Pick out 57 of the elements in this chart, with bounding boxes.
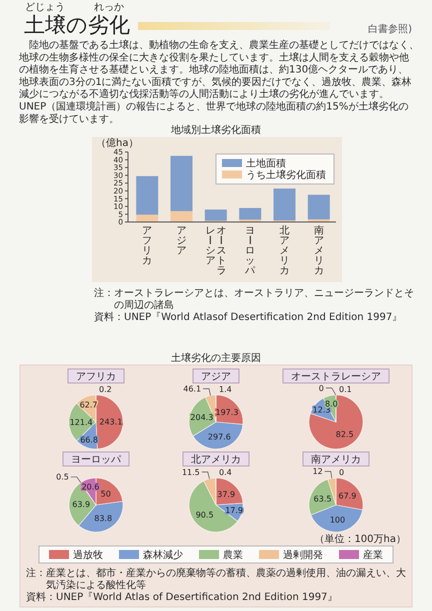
legend-label: 産業 bbox=[363, 549, 383, 561]
x-tick-label: アジア bbox=[176, 226, 186, 257]
data-label: 63.5 bbox=[314, 494, 332, 504]
y-axis-title: （億ha） bbox=[96, 137, 138, 149]
data-label: 297.6 bbox=[208, 432, 231, 442]
data-label: 82.5 bbox=[336, 430, 354, 439]
chart-title: 北アメリカ bbox=[191, 454, 241, 466]
data-label: 243.1 bbox=[99, 417, 122, 426]
text: （単位：100万ha） bbox=[314, 533, 406, 545]
legend-label: 過剰開発 bbox=[283, 549, 323, 561]
x-tick-label: 南アメリカ bbox=[314, 224, 324, 277]
text: 白書参照) bbox=[368, 23, 412, 35]
data-label: 67.9 bbox=[338, 491, 356, 500]
text: 土壌劣化の主要原因 bbox=[171, 352, 261, 364]
legend-label: 過放牧 bbox=[73, 550, 103, 561]
text: 資料：UNEP『World Atlasof Desertification 2nd Edition 1997』 bbox=[94, 311, 402, 323]
text: 資料：UNEP『World Atlas of Desertification 2nd Edition 1997』 bbox=[26, 591, 338, 603]
chart-title: オーストラレーシア bbox=[291, 372, 381, 382]
data-label: 62.7 bbox=[80, 400, 98, 410]
data-label: 0.5 bbox=[56, 472, 69, 482]
legend-label: うち土壌劣化面積 bbox=[246, 169, 326, 181]
text: 注：産業とは、都市・産業からの廃棄物等の蓄積、農薬の過剰使用、油の漏えい、大気汚染による酸性化等 bbox=[26, 567, 406, 591]
x-tick-label: オーストラレーシア bbox=[204, 226, 226, 277]
text: 0 bbox=[318, 384, 324, 393]
legend-label: 森林減少 bbox=[143, 549, 183, 561]
data-label: 121.4 bbox=[70, 418, 93, 427]
legend-label: 農業 bbox=[223, 549, 243, 561]
data-label: 204.3 bbox=[190, 413, 214, 422]
x-tick-label: アフリカ bbox=[142, 226, 152, 267]
data-label: 100 bbox=[330, 516, 346, 525]
data-label: 0.1 bbox=[339, 385, 352, 394]
text: 注：オーストラレーシアとは、オーストラリア、ニュージーランドとその周辺の諸島 bbox=[94, 287, 414, 311]
text: 土壌の劣化 bbox=[24, 13, 130, 37]
data-label: 63.9 bbox=[72, 500, 90, 510]
data-label: 0.2 bbox=[99, 385, 112, 394]
chart-title: アフリカ bbox=[76, 372, 116, 382]
data-label: 1.4 bbox=[219, 385, 232, 394]
data-label: 90.5 bbox=[196, 510, 214, 520]
data-label: 12 bbox=[312, 467, 323, 476]
chart-title: ヨーロッパ bbox=[71, 454, 122, 466]
chart-title: アジア bbox=[201, 372, 231, 382]
data-label: 37.9 bbox=[217, 490, 236, 499]
chart-title: 地域別土壌劣化面積 bbox=[170, 124, 261, 136]
text: れっか bbox=[94, 2, 124, 13]
data-label: 0.4 bbox=[219, 468, 232, 477]
data-label: 46.1 bbox=[183, 384, 202, 394]
data-label: 83.8 bbox=[94, 514, 112, 523]
text: 0 bbox=[339, 468, 344, 477]
data-label: 17.9 bbox=[225, 506, 244, 516]
data-label: 50 bbox=[100, 490, 111, 499]
x-tick-label: ヨーロッパ bbox=[243, 226, 256, 277]
text: どじょう bbox=[25, 2, 65, 13]
x-tick-label: 北アメリカ bbox=[280, 224, 290, 277]
legend-label: 土地面積 bbox=[246, 158, 286, 170]
chart-title: 南アメリカ bbox=[311, 454, 361, 466]
text: 陸地の基盤である土壌は、動植物の生命を支え、農業生産の基礎としてだけではなく、地球の生物多様性の保全に大きな役割を果たしています。土壌は人間を支える穀物や他の植物を生育させる基礎といえます。地球の陸地面積は、約130億ヘクタールであり、地球表面の3分の1に満たない面積ですが、気候的要因だけでなく、過放牧、農業、森林減少につながる不適切な伐採活動等の人間活動により土壌の劣化が進んでいます。UNEP（国連環境計画）の報告によると、世界で地球の陸地面積の約15%が土壌劣化の影響を受けています。 bbox=[18, 39, 419, 125]
data-label: 11.5 bbox=[182, 468, 200, 477]
